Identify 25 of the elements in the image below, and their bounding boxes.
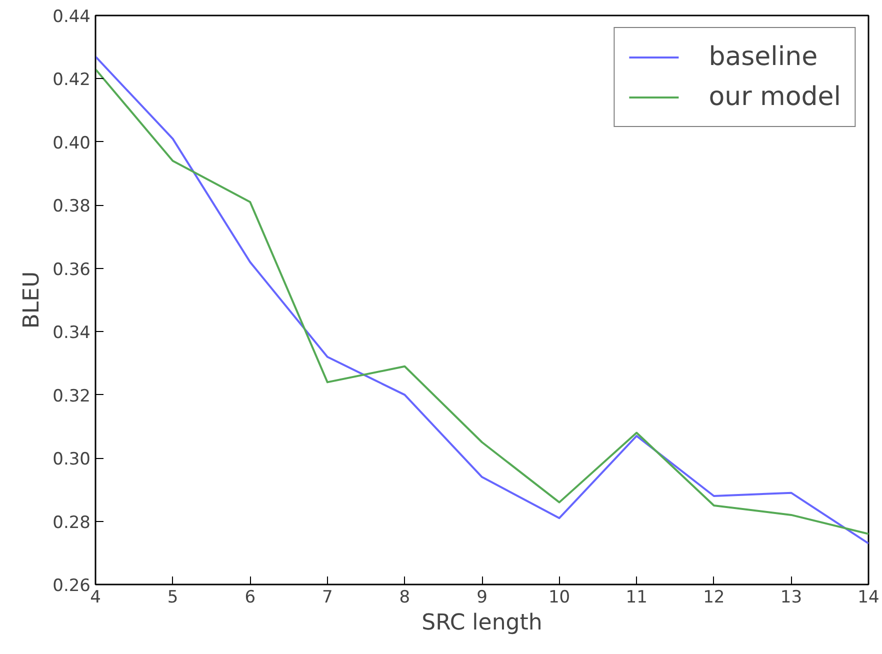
y-tick-label: 0.38 (52, 196, 91, 217)
x-tick-label: 10 (548, 588, 570, 608)
legend-label: baseline (708, 42, 818, 72)
x-tick-label: 11 (626, 588, 648, 608)
y-axis-title: BLEU (20, 271, 45, 329)
y-tick-label: 0.26 (52, 576, 91, 596)
x-tick-label: 9 (476, 588, 488, 608)
y-tick-label: 0.42 (52, 70, 91, 90)
x-tick-label: 7 (322, 588, 333, 608)
y-tick-label: 0.36 (52, 260, 91, 280)
y-tick-label: 0.34 (52, 323, 91, 344)
x-tick-label: 5 (167, 588, 178, 608)
x-tick-label: 4 (90, 588, 101, 608)
x-tick-label: 8 (399, 588, 410, 608)
x-tick-label: 13 (780, 588, 802, 608)
y-tick-label: 0.30 (52, 450, 91, 470)
y-tick-label: 0.32 (52, 386, 91, 406)
y-tick-label: 0.28 (52, 512, 91, 533)
x-tick-label: 6 (244, 588, 256, 608)
x-axis-title: SRC length (422, 610, 542, 636)
x-tick-label: 12 (703, 588, 725, 608)
y-tick-label: 0.44 (52, 7, 91, 27)
legend-label: our model (708, 82, 841, 112)
x-tick-label: 14 (858, 588, 880, 608)
y-tick-label: 0.40 (52, 133, 91, 154)
